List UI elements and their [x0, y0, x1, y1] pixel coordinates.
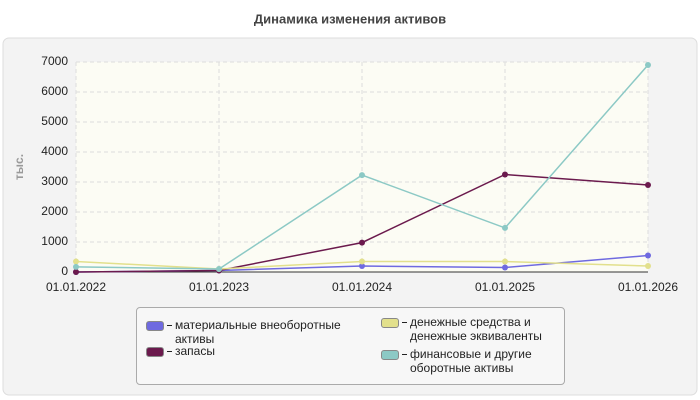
legend-label: финансовые и другие оборотные активы — [410, 347, 532, 375]
y-tick-label: 4000 — [41, 144, 68, 158]
data-point — [359, 258, 365, 265]
x-tick-label: 01.01.2026 — [618, 280, 678, 294]
y-tick-label: 0 — [61, 264, 68, 278]
data-point — [73, 263, 79, 270]
legend-label: материальные внеоборотные активы — [175, 318, 341, 346]
legend-swatch — [146, 347, 164, 357]
legend-item: материальные внеоборотные активы — [146, 318, 346, 346]
data-point — [216, 266, 222, 272]
data-point — [645, 62, 651, 68]
data-point — [645, 263, 651, 269]
chart-title: Динамика изменения активов — [254, 11, 446, 26]
legend-item: денежные средства и денежные эквиваленты — [381, 315, 556, 343]
x-tick-label: 01.01.2022 — [46, 280, 106, 294]
y-tick-label: 1000 — [41, 234, 68, 248]
x-tick-label: 01.01.2024 — [332, 280, 392, 294]
x-tick-label: 01.01.2023 — [189, 280, 249, 294]
legend-item: финансовые и другие оборотные активы — [381, 347, 556, 375]
y-tick-label: 2000 — [41, 204, 68, 218]
data-point — [502, 258, 508, 265]
legend-swatch — [381, 318, 399, 328]
legend-label: запасы — [175, 344, 215, 358]
legend-label: денежные средства и денежные эквиваленты — [410, 315, 542, 343]
legend-dash — [402, 354, 407, 355]
legend-swatch — [146, 321, 164, 331]
y-tick-label: 7000 — [41, 54, 68, 68]
y-tick-label: 6000 — [41, 84, 68, 98]
data-point — [73, 269, 79, 275]
data-point — [645, 182, 651, 188]
data-point — [73, 258, 79, 265]
data-point — [502, 224, 508, 231]
data-point — [359, 172, 365, 179]
x-tick-label: 01.01.2025 — [475, 280, 535, 294]
y-axis-label: тыс. — [12, 154, 26, 180]
y-tick-label: 3000 — [41, 174, 68, 188]
legend-item: запасы — [146, 344, 346, 358]
data-point — [502, 171, 508, 178]
y-tick-label: 5000 — [41, 114, 68, 128]
data-point — [359, 263, 365, 269]
data-point — [645, 252, 651, 259]
legend-dash — [167, 351, 172, 352]
legend-dash — [167, 325, 172, 326]
data-point — [502, 264, 508, 271]
data-point — [359, 239, 365, 246]
legend — [136, 307, 565, 385]
legend-swatch — [381, 350, 399, 360]
legend-dash — [402, 322, 407, 323]
